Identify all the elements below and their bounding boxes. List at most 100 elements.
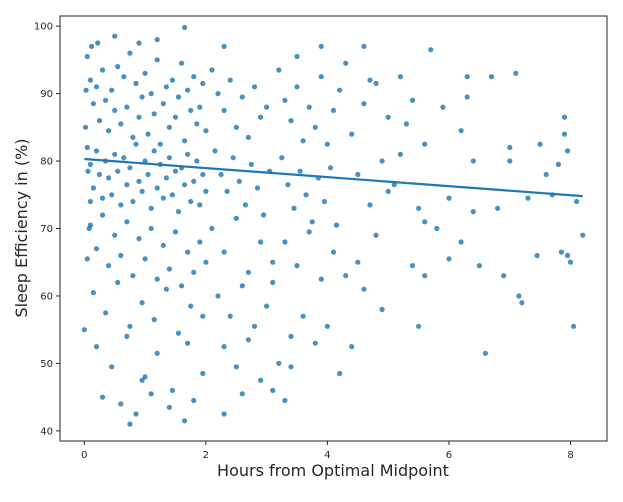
scatter-point	[172, 114, 179, 120]
scatter-point	[422, 219, 428, 225]
scatter-point	[355, 171, 361, 178]
scatter-point	[160, 195, 166, 201]
scatter-point	[300, 313, 306, 319]
scatter-point	[118, 121, 124, 127]
scatter-point	[434, 225, 440, 232]
scatter-point	[233, 364, 239, 370]
scatter-point	[470, 158, 476, 164]
scatter-point	[185, 249, 191, 255]
scatter-point	[495, 205, 501, 211]
scatter-point	[409, 97, 416, 103]
scatter-point	[154, 276, 160, 282]
scatter-point	[179, 60, 185, 66]
scatter-point	[136, 40, 142, 46]
scatter-point	[99, 67, 106, 73]
scatter-point	[561, 114, 568, 120]
scatter-point	[124, 182, 130, 188]
scatter-point	[112, 232, 118, 238]
scatter-point	[194, 121, 200, 127]
scatter-point	[327, 165, 334, 171]
scatter-point	[482, 350, 488, 356]
scatter-point	[513, 70, 519, 76]
scatter-point	[86, 225, 92, 232]
scatter-point	[127, 50, 133, 56]
scatter-point	[145, 171, 151, 178]
x-axis-label: Hours from Optimal Midpoint	[217, 461, 449, 480]
scatter-point	[422, 141, 428, 147]
scatter-point	[333, 222, 340, 228]
scatter-point	[224, 188, 230, 194]
scatter-point	[337, 370, 343, 377]
scatter-point	[191, 74, 197, 80]
scatter-point	[567, 259, 574, 265]
scatter-point	[145, 131, 151, 137]
scatter-point	[133, 80, 139, 87]
y-tick-label: 100	[34, 22, 53, 33]
scatter-point	[139, 300, 145, 306]
scatter-point	[182, 418, 188, 424]
scatter-point	[154, 57, 160, 63]
scatter-point	[93, 148, 100, 154]
scatter-point	[276, 360, 282, 366]
scatter-point	[191, 269, 197, 275]
scatter-point	[464, 94, 470, 100]
scatter-point	[349, 131, 355, 137]
scatter-point	[242, 202, 248, 208]
scatter-point	[203, 259, 209, 265]
scatter-point	[571, 323, 577, 329]
scatter-point	[103, 97, 109, 103]
scatter-point	[133, 141, 139, 147]
scatter-point	[270, 259, 276, 265]
x-tick-label: 2	[203, 450, 209, 461]
scatter-point	[124, 333, 130, 339]
y-tick-label: 90	[40, 89, 53, 100]
scatter-point	[306, 104, 312, 110]
scatter-point	[175, 209, 182, 215]
scatter-point	[112, 151, 118, 157]
scatter-point	[221, 107, 227, 113]
scatter-point	[379, 306, 385, 313]
scatter-point	[574, 198, 580, 205]
scatter-point	[200, 370, 206, 377]
scatter-point	[564, 148, 571, 154]
scatter-point	[118, 202, 124, 208]
scatter-point	[215, 293, 221, 299]
scatter-point	[89, 43, 95, 50]
scatter-point	[397, 151, 403, 157]
scatter-point	[99, 394, 106, 400]
scatter-point	[148, 391, 154, 397]
scatter-point	[227, 77, 233, 83]
scatter-point	[312, 124, 318, 130]
scatter-point	[139, 94, 145, 100]
x-tick-label: 8	[567, 450, 573, 461]
scatter-point	[93, 246, 100, 252]
scatter-point	[87, 161, 93, 167]
scatter-point	[291, 205, 297, 211]
scatter-point	[136, 236, 142, 242]
scatter-point	[324, 323, 330, 329]
scatter-point	[221, 43, 227, 50]
scatter-point	[87, 77, 93, 83]
scatter-point	[355, 259, 361, 265]
scatter-point	[160, 101, 166, 107]
scatter-point	[182, 182, 188, 188]
scatter-point	[218, 171, 224, 178]
scatter-point	[507, 144, 513, 151]
y-tick-label: 50	[40, 359, 53, 370]
scatter-point	[127, 165, 133, 171]
scatter-point	[109, 192, 115, 198]
scatter-point	[163, 84, 169, 90]
scatter-point	[166, 266, 172, 272]
scatter-point	[239, 391, 245, 397]
scatter-point	[203, 188, 209, 194]
scatter-point	[525, 195, 531, 201]
scatter-point	[197, 202, 203, 208]
scatter-point	[251, 323, 258, 329]
scatter-point	[227, 313, 233, 319]
scatter-point	[112, 33, 118, 39]
y-tick-label: 60	[40, 291, 53, 302]
scatter-point	[124, 104, 130, 110]
scatter-point	[282, 97, 288, 103]
scatter-point	[230, 155, 236, 161]
